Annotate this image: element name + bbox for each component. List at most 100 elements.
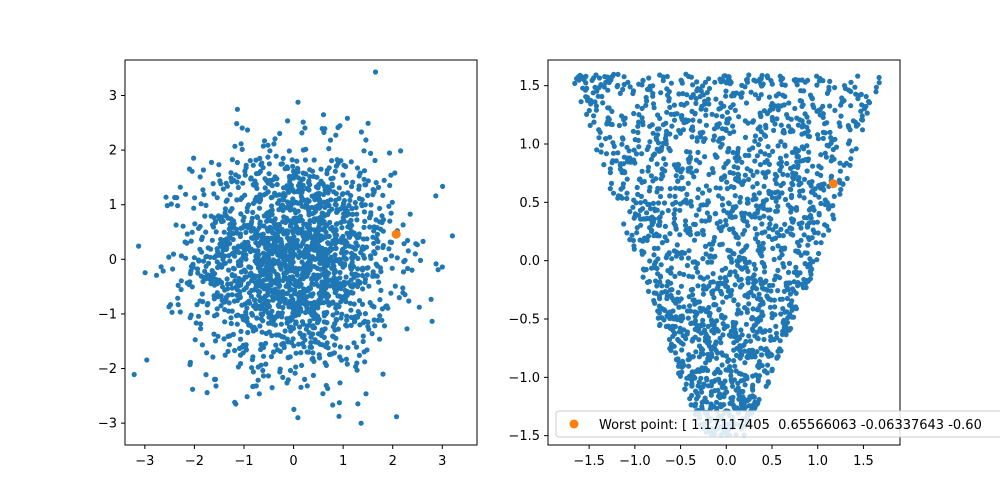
scatter-point <box>772 190 778 196</box>
scatter-point <box>214 306 220 312</box>
scatter-point <box>808 182 814 188</box>
scatter-point <box>277 366 283 372</box>
scatter-point <box>313 204 319 210</box>
scatter-point <box>168 201 174 207</box>
scatter-point <box>173 222 179 228</box>
scatter-point <box>229 285 235 291</box>
scatter-point <box>644 98 650 104</box>
scatter-point <box>635 123 641 129</box>
scatter-point <box>237 294 243 300</box>
scatter-point <box>759 311 765 317</box>
scatter-point <box>634 184 640 191</box>
scatter-point <box>777 167 783 173</box>
scatter-point <box>621 74 627 80</box>
scatter-point <box>654 126 661 132</box>
scatter-point <box>269 203 275 209</box>
scatter-point <box>306 261 312 267</box>
scatter-point <box>294 158 300 164</box>
scatter-point <box>768 334 774 340</box>
scatter-point <box>671 248 677 254</box>
scatter-point <box>777 338 783 344</box>
scatter-point <box>692 320 698 326</box>
scatter-point <box>275 258 281 264</box>
scatter-point <box>385 305 391 311</box>
scatter-point <box>320 191 327 198</box>
scatter-point <box>788 186 794 193</box>
scatter-point <box>239 302 245 308</box>
scatter-point <box>848 79 854 85</box>
scatter-point <box>770 148 776 154</box>
scatter-point <box>746 147 753 153</box>
scatter-point <box>757 162 764 168</box>
scatter-point <box>175 302 181 308</box>
scatter-point <box>768 216 774 222</box>
scatter-point <box>234 106 240 112</box>
scatter-point <box>716 306 722 312</box>
scatter-point <box>282 263 288 269</box>
scatter-point <box>700 351 706 357</box>
scatter-point <box>730 226 736 232</box>
scatter-point <box>215 249 221 255</box>
scatter-point <box>402 257 408 263</box>
scatter-point <box>262 176 268 182</box>
scatter-point <box>797 193 803 199</box>
scatter-point <box>715 350 721 356</box>
scatter-point <box>228 170 234 176</box>
scatter-point <box>722 385 728 391</box>
scatter-point <box>668 347 674 353</box>
scatter-point <box>700 317 706 323</box>
scatter-point <box>288 268 294 274</box>
scatter-point <box>318 233 324 239</box>
scatter-point <box>267 148 273 154</box>
scatter-point <box>717 185 723 191</box>
scatter-point <box>238 141 244 147</box>
scatter-point <box>268 354 275 360</box>
scatter-point <box>626 148 632 154</box>
scatter-point <box>319 279 325 285</box>
scatter-point <box>734 311 740 317</box>
scatter-point <box>333 316 339 323</box>
scatter-point <box>304 305 310 311</box>
scatter-point <box>769 117 776 123</box>
scatter-point <box>309 356 315 362</box>
scatter-point <box>659 283 665 289</box>
legend: Worst point: [ 1.17117405 0.65566063 -0.… <box>555 410 1000 438</box>
scatter-point <box>818 240 824 246</box>
scatter-point <box>658 90 664 96</box>
scatter-point <box>265 310 271 316</box>
scatter-point <box>696 207 702 213</box>
scatter-point <box>686 273 692 279</box>
scatter-point <box>330 402 336 408</box>
scatter-point <box>289 157 295 163</box>
scatter-point <box>289 263 295 269</box>
scatter-point <box>363 137 369 143</box>
scatter-point <box>778 159 785 165</box>
scatter-point <box>810 227 816 233</box>
scatter-point <box>801 276 807 283</box>
scatter-point <box>262 185 268 191</box>
scatter-point <box>719 202 726 208</box>
scatter-point <box>805 242 811 248</box>
scatter-point <box>287 286 293 292</box>
scatter-point <box>589 77 595 83</box>
scatter-point <box>629 232 635 238</box>
scatter-point <box>705 367 711 374</box>
scatter-point <box>635 191 641 197</box>
scatter-point <box>744 219 750 225</box>
scatter-point <box>791 269 797 275</box>
scatter-point <box>657 115 663 121</box>
scatter-point <box>280 374 286 380</box>
scatter-point <box>873 84 880 90</box>
right-scatter-plot: −1.5 −1.0 −0.5 0.0 0.5 1.0 1.5−1.5−1.0−0.50.00… <box>508 59 1000 469</box>
scatter-point <box>676 91 682 97</box>
scatter-point <box>322 126 328 132</box>
scatter-point <box>639 179 645 185</box>
scatter-point <box>256 262 262 268</box>
scatter-point <box>703 107 709 113</box>
scatter-point <box>336 400 342 406</box>
scatter-point <box>820 186 826 192</box>
scatter-point <box>337 344 343 350</box>
scatter-point <box>234 159 240 166</box>
scatter-point <box>226 267 232 273</box>
